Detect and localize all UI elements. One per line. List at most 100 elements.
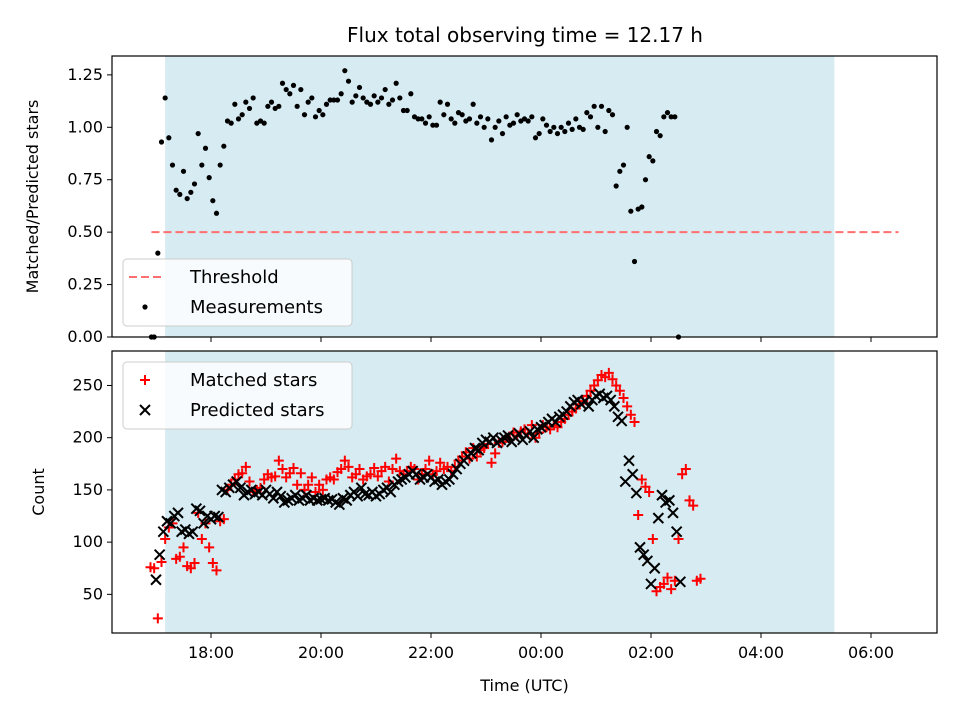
data-point xyxy=(166,135,172,141)
legend-matched-swatch xyxy=(140,375,150,385)
legend-label: Predicted stars xyxy=(190,400,324,421)
data-point xyxy=(609,112,616,118)
data-point xyxy=(652,512,665,524)
series-measurements xyxy=(148,68,682,340)
data-point xyxy=(487,431,500,444)
data-point xyxy=(532,135,539,141)
legend-predicted-swatch xyxy=(139,404,151,416)
data-point xyxy=(510,120,517,126)
data-point xyxy=(301,112,308,118)
data-point xyxy=(265,103,271,109)
data-point xyxy=(486,457,497,468)
data-point xyxy=(410,468,423,480)
data-point xyxy=(558,124,564,130)
data-point xyxy=(492,124,498,130)
data-point xyxy=(658,578,669,589)
data-point xyxy=(343,461,354,472)
data-point xyxy=(688,500,699,511)
data-point xyxy=(194,505,206,517)
data-point xyxy=(273,455,284,466)
data-point xyxy=(298,86,304,93)
data-point xyxy=(169,162,176,168)
data-point xyxy=(287,91,293,97)
data-point xyxy=(149,563,160,574)
data-point xyxy=(295,468,306,479)
data-point xyxy=(644,487,655,497)
data-point xyxy=(433,122,440,128)
data-point xyxy=(573,116,579,122)
data-point xyxy=(490,448,501,459)
data-point xyxy=(177,191,183,198)
data-point xyxy=(530,432,541,443)
data-point xyxy=(210,198,216,204)
data-point xyxy=(499,130,506,137)
data-point xyxy=(524,425,536,438)
data-point xyxy=(633,509,644,520)
legend: Threshold Measurements xyxy=(122,258,353,327)
data-point xyxy=(617,168,623,174)
data-point xyxy=(338,91,344,97)
data-point xyxy=(653,128,660,135)
data-point xyxy=(613,183,619,189)
data-point xyxy=(623,454,635,467)
y-tick-label: 50 xyxy=(83,584,103,603)
data-point xyxy=(311,494,324,507)
data-point xyxy=(543,122,550,128)
data-point xyxy=(437,99,443,105)
data-point xyxy=(657,133,663,139)
data-point xyxy=(502,429,514,442)
data-point xyxy=(584,110,590,116)
data-point xyxy=(677,469,688,480)
data-point xyxy=(430,122,436,128)
x-tick-label: 00:00 xyxy=(518,643,564,662)
data-point xyxy=(673,534,684,544)
data-point xyxy=(432,473,445,486)
data-point xyxy=(327,97,333,103)
data-point xyxy=(684,495,695,506)
data-point xyxy=(485,116,491,122)
y-tick-label: 0.00 xyxy=(67,327,103,346)
data-point xyxy=(622,401,633,412)
data-point xyxy=(196,534,207,544)
axes-frame xyxy=(111,350,938,634)
data-point xyxy=(625,409,636,420)
data-point xyxy=(212,511,225,523)
data-point xyxy=(639,204,645,210)
data-point xyxy=(580,126,586,132)
data-point xyxy=(415,116,421,122)
data-point xyxy=(646,154,652,160)
data-point xyxy=(637,548,650,561)
data-point xyxy=(353,93,359,99)
data-point xyxy=(640,481,651,492)
data-point xyxy=(474,120,480,126)
data-point xyxy=(419,116,425,122)
data-point xyxy=(199,162,205,168)
data-point xyxy=(560,405,573,418)
data-point xyxy=(349,99,355,105)
data-point xyxy=(595,124,601,130)
data-point xyxy=(322,494,335,507)
data-point xyxy=(424,455,435,466)
x-tick-label: 22:00 xyxy=(408,643,454,662)
data-point xyxy=(422,120,429,126)
data-point xyxy=(386,101,392,107)
data-point xyxy=(184,195,190,202)
data-point xyxy=(156,556,167,567)
data-point xyxy=(162,95,168,101)
data-point xyxy=(444,101,451,107)
data-point xyxy=(426,114,432,120)
data-point xyxy=(459,112,465,118)
data-point xyxy=(277,464,288,475)
data-point xyxy=(158,139,165,145)
data-point xyxy=(477,114,484,120)
data-point xyxy=(188,189,194,195)
data-point xyxy=(356,84,363,91)
data-point xyxy=(585,385,596,396)
data-point xyxy=(323,101,330,107)
y-tick-label: 0.75 xyxy=(67,170,103,189)
data-point xyxy=(666,584,677,595)
data-point xyxy=(320,112,326,118)
data-point xyxy=(630,487,643,499)
data-point xyxy=(375,99,381,105)
